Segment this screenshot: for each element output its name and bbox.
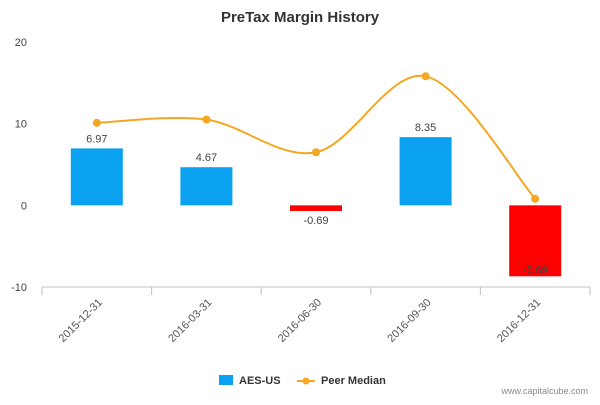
bar-2015-12-31[interactable] <box>70 148 123 206</box>
bar-data-labels: 6.97 4.67 -0.69 8.35 -8.69 <box>86 122 548 276</box>
legend-swatch-aes-us <box>219 375 233 385</box>
legend-label-aes-us: AES-US <box>239 375 281 387</box>
y-axis: 20 10 0 -10 <box>11 37 27 294</box>
legend: AES-US Peer Median <box>219 375 386 387</box>
peer-median-points <box>92 72 540 203</box>
x-tick-label: 2016-12-31 <box>495 297 543 345</box>
bar-2016-09-30[interactable] <box>399 137 452 206</box>
y-tick-label: 0 <box>21 200 27 212</box>
peer-median-line <box>96 74 536 200</box>
x-tick-label: 2015-12-31 <box>57 297 105 345</box>
x-tick-label: 2016-03-31 <box>166 297 214 345</box>
x-tick-label: 2016-09-30 <box>385 297 433 345</box>
credit-text: www.capitalcube.com <box>500 386 588 396</box>
legend-marker-peer-median <box>302 377 310 385</box>
y-tick-label: -10 <box>11 282 27 294</box>
peer-median-point-2016-12-31[interactable] <box>531 194 540 203</box>
bar-2016-06-30[interactable] <box>290 205 342 211</box>
bar-data-label: -8.69 <box>523 264 548 276</box>
legend-item-peer-median[interactable]: Peer Median <box>297 375 386 387</box>
bar-series <box>70 137 562 277</box>
peer-median-point-2015-12-31[interactable] <box>92 118 101 127</box>
bar-2016-03-31[interactable] <box>180 167 233 206</box>
bar-data-label: -0.69 <box>303 215 328 227</box>
bar-data-label: 8.35 <box>415 122 436 134</box>
y-tick-label: 10 <box>15 119 27 131</box>
chart-title: PreTax Margin History <box>221 9 380 26</box>
bar-2016-12-31[interactable] <box>509 205 562 277</box>
peer-median-point-2016-06-30[interactable] <box>312 148 320 157</box>
peer-median-point-2016-09-30[interactable] <box>421 72 430 81</box>
peer-median-point-2016-03-31[interactable] <box>202 115 211 124</box>
x-tick-label: 2016-06-30 <box>276 297 324 345</box>
legend-label-peer-median: Peer Median <box>321 375 386 387</box>
x-axis: 2015-12-31 2016-03-31 2016-06-30 2016-09-30… <box>41 287 591 345</box>
bar-data-label: 4.67 <box>196 152 217 164</box>
legend-item-aes-us[interactable]: AES-US <box>219 375 281 387</box>
bar-data-label: 6.97 <box>86 133 107 145</box>
y-tick-label: 20 <box>15 37 27 49</box>
